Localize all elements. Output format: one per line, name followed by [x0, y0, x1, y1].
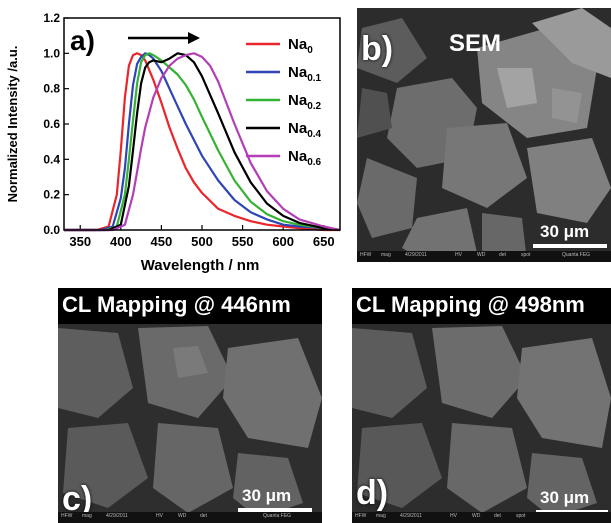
x-tick-label: 500 [191, 234, 213, 249]
x-tick-label: 400 [110, 234, 132, 249]
series-lines [64, 52, 341, 232]
scale-bar-label-b: 30 μm [540, 222, 590, 241]
scale-bar-label-d: 30 μm [540, 488, 590, 507]
y-tick-label: 0.8 [43, 82, 60, 96]
scale-bar-b [533, 244, 607, 248]
cl-mapping-446-panel: CL Mapping @ 446nm c) 30 μm HFW mag 4/29… [58, 288, 322, 523]
x-tick-label: 350 [69, 234, 91, 249]
sem-particles [357, 8, 611, 262]
y-tick-label: 0.4 [43, 152, 60, 166]
y-tick-label: 0.6 [43, 117, 60, 131]
x-tick-label: 600 [272, 234, 294, 249]
sem-image-panel: b) SEM 30 μm HFW mag 4/29/2011 HV WD det… [357, 8, 611, 262]
panel-label-a: a) [70, 25, 95, 56]
legend-label: Na0.2 [288, 92, 322, 112]
y-axis: 0.0 0.2 0.4 0.6 0.8 1.0 1.2 [43, 11, 69, 237]
y-tick-label: 1.0 [43, 46, 60, 60]
cl-mapping-498-panel: CL Mapping @ 498nm d) 30 μm HFW mag 4/29… [352, 288, 611, 523]
legend-label: Na0 [288, 36, 313, 56]
cl-446-particles [58, 288, 322, 523]
cl-title-446: CL Mapping @ 446nm [62, 292, 291, 317]
panel-label-c: c) [62, 480, 93, 518]
y-tick-label: 0.0 [43, 223, 60, 237]
panel-label-b: b) [361, 30, 394, 68]
legend-label: Na0.4 [288, 120, 322, 140]
cl-title-band-d [352, 288, 611, 324]
x-tick-label: 550 [232, 234, 254, 249]
scale-bar-label-c: 30 μm [242, 486, 292, 505]
x-axis-label: Wavelength / nm [141, 257, 260, 274]
legend-label: Na0.1 [288, 64, 322, 84]
red-shift-arrow [128, 32, 200, 44]
x-tick-label: 650 [313, 234, 335, 249]
series-line-na-0-4 [64, 52, 341, 232]
x-tick-label: 450 [151, 234, 173, 249]
sem-title: SEM [449, 30, 502, 57]
y-tick-label: 0.2 [43, 188, 60, 202]
cl-title-498: CL Mapping @ 498nm [356, 292, 585, 317]
scale-bar-c [238, 508, 312, 512]
legend: Na0 Na0.1 Na0.2 Na0.4 Na0.6 [246, 36, 322, 168]
series-line-na-0-1 [64, 52, 341, 232]
sem-info-strip-b: HFW mag 4/29/2011 HV WD det spot Quanta … [357, 251, 611, 262]
x-axis: 350 400 450 500 550 600 650 [69, 225, 335, 249]
sem-info-strip-c: HFW mag 4/29/2011 HV WD det Quanta FEG [58, 512, 322, 523]
cl-title-band-c [58, 288, 322, 324]
sem-info-strip-d: HFW mag 4/29/2011 HV WD det spot [352, 512, 611, 523]
chart-svg: 0.0 0.2 0.4 0.6 0.8 1.0 1.2 350 400 450 500 550 600… [5, 11, 341, 274]
series-line-na-0-6 [64, 52, 341, 232]
y-tick-label: 1.2 [43, 11, 60, 25]
cl-498-particles [352, 288, 611, 523]
plot-frame [63, 17, 341, 231]
series-line-na-0 [64, 52, 340, 232]
panel-label-d: d) [356, 474, 389, 512]
y-axis-label: Normalized Intensity /a.u. [5, 46, 20, 203]
emission-spectra-chart: 0.0 0.2 0.4 0.6 0.8 1.0 1.2 350 400 450 500 550 600… [0, 0, 350, 280]
legend-label: Na0.6 [288, 148, 322, 168]
